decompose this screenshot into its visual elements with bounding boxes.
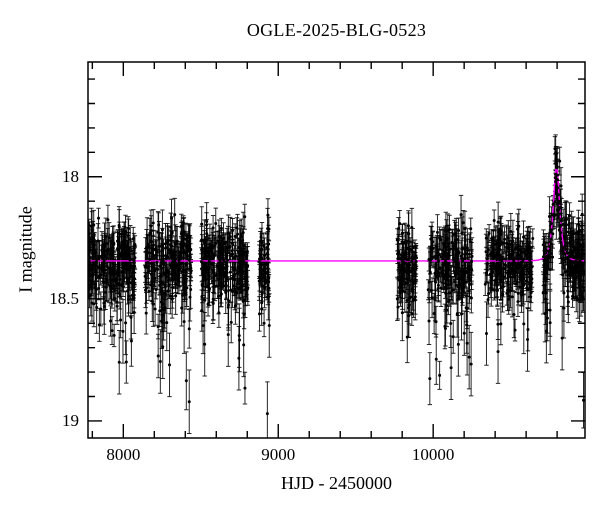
y-tick-label: 18.5	[49, 288, 79, 308]
x-tick-label: 9000	[261, 445, 296, 464]
y-tick-label: 18	[62, 166, 79, 186]
x-tick-label: 10000	[411, 445, 455, 464]
y-tick-label: 19	[62, 410, 79, 430]
x-tick-label: 8000	[106, 445, 141, 464]
x-axis-title: HJD - 2450000	[281, 473, 392, 493]
chart-title: OGLE-2025-BLG-0523	[246, 20, 427, 40]
